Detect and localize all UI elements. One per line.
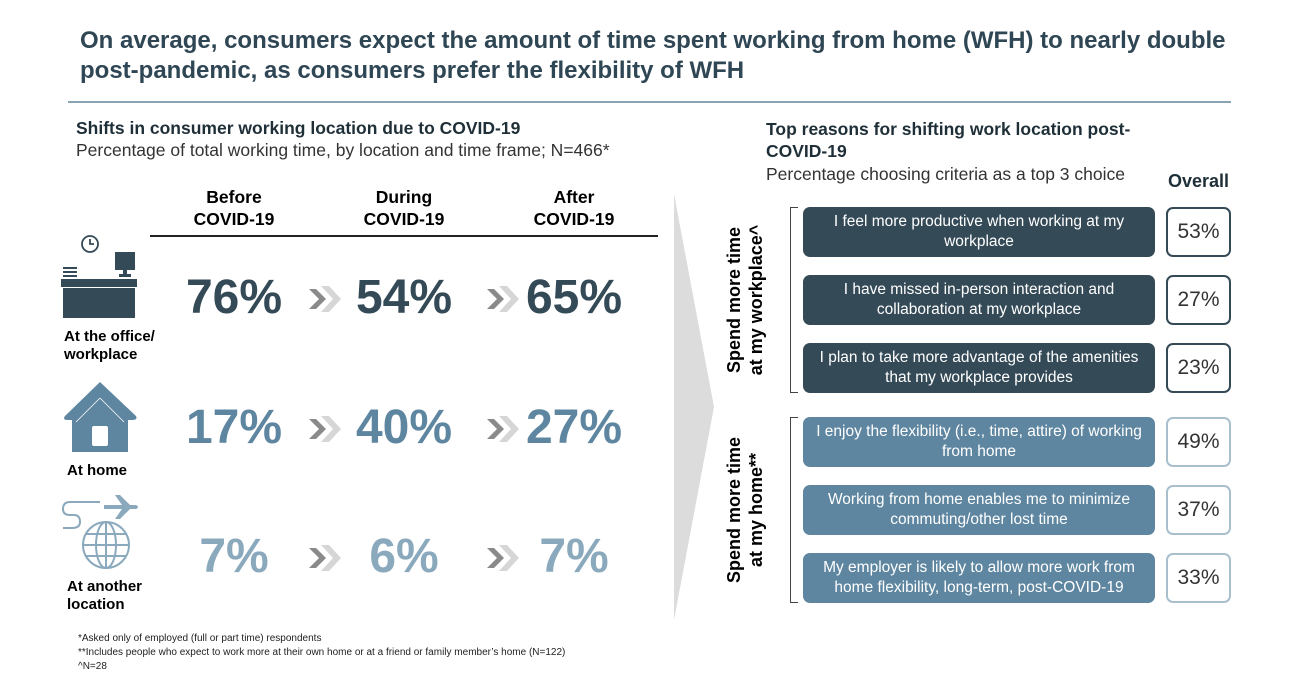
- row-label-office: At the office/ workplace: [64, 328, 155, 363]
- left-subheading: Percentage of total working time, by loc…: [76, 140, 610, 160]
- group-label-line: at my workplace^: [746, 224, 766, 376]
- overall-column-header: Overall: [1167, 171, 1230, 191]
- group-label-home: Spend more time at my home**: [723, 420, 767, 600]
- group-label-workplace: Spend more time at my workplace^: [723, 210, 767, 390]
- chevron-right-icon: [309, 545, 341, 571]
- right-heading: Top reasons for shifting work location p…: [766, 119, 1131, 161]
- reason-box: Working from home enables me to minimize…: [803, 485, 1155, 535]
- chevron-right-icon: [487, 416, 519, 442]
- overall-percentage: 49%: [1166, 417, 1231, 467]
- value-cell: 17%: [185, 401, 283, 454]
- value-cell: 6%: [369, 530, 439, 583]
- value-cell: 65%: [525, 271, 623, 324]
- chevron-right-icon: [309, 286, 341, 312]
- transition-arrow-shape: [674, 194, 714, 620]
- group-label-line: at my home**: [746, 452, 766, 568]
- value-cell: 27%: [525, 401, 623, 454]
- column-header-line: COVID-19: [533, 209, 615, 229]
- reason-box: I enjoy the flexibility (i.e., time, att…: [803, 417, 1155, 467]
- group-label-line: Spend more time: [724, 226, 744, 374]
- column-header-line: During: [375, 187, 433, 207]
- column-header-during: During COVID-19: [319, 186, 489, 230]
- column-header-after: After COVID-19: [489, 186, 659, 230]
- chevron-right-icon: [309, 416, 341, 442]
- header-rule: [150, 235, 658, 237]
- column-header-line: After: [553, 187, 595, 207]
- globe-plane-icon: [61, 495, 138, 569]
- column-header-line: COVID-19: [193, 209, 275, 229]
- slide-title: On average, consumers expect the amount …: [80, 27, 1226, 84]
- reason-box: My employer is likely to allow more work…: [803, 553, 1155, 603]
- footnote: **Includes people who expect to work mor…: [78, 647, 566, 658]
- title-divider: [68, 101, 1231, 103]
- right-subheading: Percentage choosing criteria as a top 3 …: [766, 164, 1125, 184]
- column-header-before: Before COVID-19: [149, 186, 319, 230]
- reason-box: I feel more productive when working at m…: [803, 207, 1155, 257]
- value-cell: 76%: [185, 271, 283, 324]
- reason-box: I have missed in-person interaction and …: [803, 275, 1155, 325]
- value-cell: 7%: [199, 530, 269, 583]
- value-cell: 54%: [355, 271, 453, 324]
- overall-percentage: 33%: [1166, 553, 1231, 603]
- value-cell: 7%: [539, 530, 609, 583]
- group-bracket-workplace: [790, 207, 798, 393]
- footnote: ^N=28: [78, 661, 107, 672]
- overall-percentage: 53%: [1166, 207, 1231, 257]
- chevron-right-icon: [487, 545, 519, 571]
- row-label-another-location: At another location: [67, 578, 142, 613]
- column-header-line: Before: [206, 187, 262, 207]
- chevron-right-icon: [487, 286, 519, 312]
- group-label-line: Spend more time: [724, 436, 744, 584]
- overall-percentage: 37%: [1166, 485, 1231, 535]
- left-heading: Shifts in consumer working location due …: [76, 118, 521, 138]
- group-bracket-home: [790, 417, 798, 603]
- overall-percentage: 23%: [1166, 343, 1231, 393]
- reason-box: I plan to take more advantage of the ame…: [803, 343, 1155, 393]
- house-icon: [64, 382, 137, 452]
- overall-percentage: 27%: [1166, 275, 1231, 325]
- column-header-line: COVID-19: [363, 209, 445, 229]
- row-label-home: At home: [67, 462, 127, 479]
- office-desk-icon: [61, 235, 137, 318]
- footnote: *Asked only of employed (full or part ti…: [78, 633, 322, 644]
- value-cell: 40%: [355, 401, 453, 454]
